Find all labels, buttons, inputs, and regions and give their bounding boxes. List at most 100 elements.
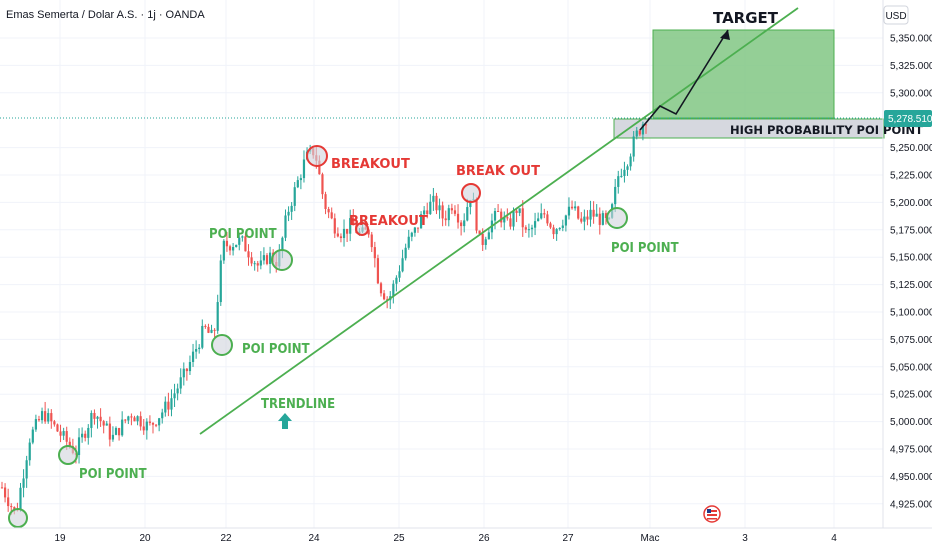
candle — [173, 383, 176, 407]
breakout-label: BREAKOUT — [349, 214, 428, 229]
candle — [429, 194, 432, 215]
candle — [570, 200, 574, 210]
candle — [632, 131, 635, 162]
candle — [604, 210, 608, 225]
candle — [392, 280, 395, 304]
candle — [382, 290, 386, 301]
candle — [524, 225, 527, 233]
time-axis[interactable]: 19 20 22 24 25 26 27 Mac 3 4 — [54, 533, 837, 544]
trendline[interactable] — [199, 7, 799, 435]
candle — [62, 427, 65, 441]
current-price-badge — [884, 110, 932, 127]
candle — [145, 418, 148, 440]
candle — [626, 164, 629, 176]
candle — [287, 206, 290, 222]
candle — [373, 241, 376, 268]
candle — [500, 208, 503, 228]
candle — [496, 204, 500, 212]
candle — [31, 426, 34, 445]
candle — [170, 389, 173, 417]
poi-circle[interactable] — [8, 508, 28, 528]
candle — [37, 415, 41, 422]
poi-circle[interactable] — [606, 207, 628, 229]
candle — [552, 224, 555, 239]
candle — [216, 294, 219, 334]
candle — [518, 208, 521, 217]
candle — [432, 187, 435, 211]
poi-circle[interactable] — [271, 249, 293, 271]
candle — [478, 230, 481, 235]
price-tick-label: 5,100.000 — [890, 308, 932, 319]
candle — [321, 172, 324, 199]
price-axis[interactable]: 5,350.000 5,325.000 5,300.000 5,250.000 5,22… — [890, 34, 932, 511]
candle — [114, 426, 118, 436]
candle — [339, 233, 343, 243]
candle — [84, 430, 87, 442]
candle — [25, 455, 28, 488]
candle — [592, 201, 595, 224]
candle — [487, 227, 490, 240]
candle — [401, 249, 404, 273]
currency-badge[interactable] — [883, 5, 909, 25]
candle — [96, 415, 99, 429]
candle — [515, 207, 518, 223]
projection-path[interactable] — [639, 29, 729, 131]
poi-label: POI POINT — [209, 227, 277, 242]
candle — [438, 198, 441, 219]
time-tick-label: 24 — [308, 533, 320, 544]
breakout-circle[interactable] — [461, 183, 481, 203]
price-tick-label: 4,975.000 — [890, 445, 932, 456]
candle — [450, 203, 453, 215]
candle — [423, 206, 426, 220]
candle — [77, 428, 81, 464]
time-tick-label: 26 — [478, 533, 490, 544]
breakout-circle[interactable] — [355, 222, 369, 236]
candle — [241, 235, 244, 242]
candle — [567, 197, 571, 220]
candle — [117, 427, 121, 441]
candle — [533, 212, 537, 236]
projection-arrowhead — [720, 30, 730, 40]
candle — [28, 438, 31, 466]
candle — [379, 281, 383, 297]
candle — [210, 324, 213, 334]
candle — [620, 168, 623, 178]
candle — [549, 221, 552, 229]
candle — [413, 226, 416, 237]
candle — [176, 383, 179, 401]
candle — [142, 419, 145, 435]
poi-circle[interactable] — [58, 445, 78, 465]
candle — [330, 207, 333, 220]
candle — [228, 244, 232, 256]
candle — [453, 205, 457, 217]
target-zone[interactable] — [652, 29, 835, 119]
candle — [161, 408, 164, 424]
time-tick-label: 22 — [220, 533, 232, 544]
candle — [244, 232, 247, 252]
candle — [558, 227, 561, 231]
candle — [296, 176, 299, 189]
candle — [447, 204, 450, 227]
breakout-circle[interactable] — [306, 145, 328, 167]
price-tick-label: 4,950.000 — [890, 472, 932, 483]
candle — [151, 422, 155, 434]
candle — [34, 414, 37, 432]
candle — [238, 233, 241, 251]
poi-label: POI POINT — [611, 241, 679, 256]
candle — [352, 209, 355, 226]
poi-circle[interactable] — [211, 334, 233, 356]
candle — [617, 170, 620, 194]
price-tick-label: 5,250.000 — [890, 143, 932, 154]
candle — [136, 415, 139, 426]
candle — [555, 228, 558, 241]
candle — [195, 340, 198, 359]
candle — [235, 244, 238, 248]
candle — [154, 424, 158, 428]
candle — [456, 204, 460, 229]
high-probability-poi-zone[interactable] — [613, 118, 885, 139]
candle — [416, 227, 420, 233]
candle — [127, 415, 130, 425]
candle — [139, 411, 142, 431]
us-flag-icon[interactable] — [703, 505, 721, 523]
